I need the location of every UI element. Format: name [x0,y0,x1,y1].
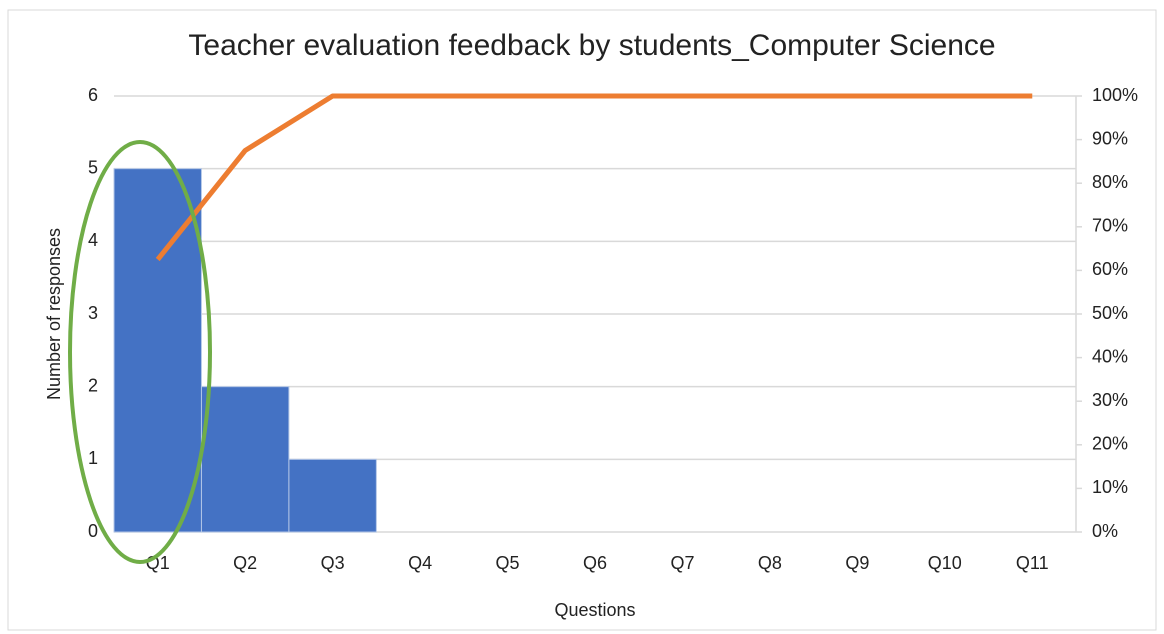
y-tick-label: 3 [88,303,98,323]
x-tick-label: Q2 [233,553,257,573]
x-tick-label: Q7 [670,553,694,573]
bar [113,168,202,533]
chart-title: Teacher evaluation feedback by students_… [188,29,995,62]
x-tick-label: Q4 [408,553,432,573]
bar [200,386,290,533]
highlight-ellipse [68,140,212,564]
y-tick-label: 0 [88,521,98,541]
y2-tick-label: 40% [1092,346,1128,366]
y2-tick-label: 10% [1092,477,1128,497]
y-tick-label: 5 [88,157,98,177]
y-tick-label: 1 [88,448,98,468]
x-tick-label: Q9 [845,553,869,573]
y2-tick-label: 100% [1092,85,1138,105]
x-tick-label: Q8 [758,553,782,573]
y-tick-label: 2 [88,375,98,395]
cumulative-line [155,93,1033,262]
plot-area: 01234560%10%20%30%40%50%60%70%80%90%100%… [88,85,1138,573]
y2-tick-label: 70% [1092,216,1128,236]
y2-tick-label: 80% [1092,172,1128,192]
bar [288,458,377,533]
y-axis-label: Number of responses [44,228,64,400]
y2-tick-label: 50% [1092,303,1128,323]
x-axis-label: Questions [554,600,635,620]
x-tick-label: Q5 [496,553,520,573]
y-tick-label: 6 [88,85,98,105]
y2-tick-label: 90% [1092,128,1128,148]
x-tick-label: Q11 [1016,553,1049,573]
y2-tick-label: 0% [1092,521,1118,541]
y-tick-label: 4 [88,230,98,250]
y2-tick-label: 60% [1092,259,1128,279]
x-tick-label: Q3 [321,553,345,573]
x-tick-label: Q10 [928,553,962,573]
x-tick-label: Q6 [583,553,607,573]
y2-tick-label: 30% [1092,390,1128,410]
y2-tick-label: 20% [1092,434,1128,454]
